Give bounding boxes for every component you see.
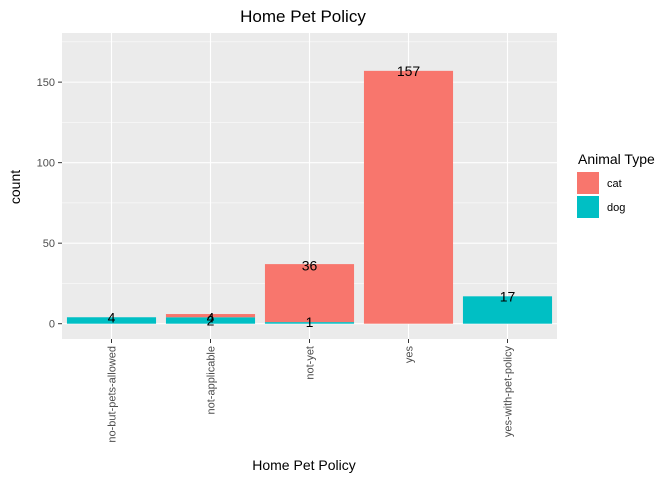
x-tick-label: yes-with-pet-policy — [503, 346, 515, 438]
legend-title: Animal Type — [578, 151, 655, 167]
legend-label-dog: dog — [607, 202, 625, 214]
bars — [66, 70, 553, 324]
legend-items: cat dog — [577, 172, 625, 218]
y-tick-label: 100 — [37, 158, 55, 170]
bar-cat-not-applicable — [165, 314, 256, 318]
y-axis: 0 50 100 150 — [37, 77, 62, 331]
bar-cat-yes — [363, 70, 454, 324]
bar-dog-no-but-pets-allowed — [66, 317, 157, 324]
data-label: 157 — [397, 63, 421, 79]
data-label: 4 — [108, 309, 116, 325]
chart-title: Home Pet Policy — [240, 7, 366, 26]
y-tick-label: 150 — [37, 77, 55, 89]
legend-swatch-dog — [577, 196, 599, 218]
bar-dog-not-yet — [264, 322, 355, 324]
x-tick-label: not-applicable — [206, 346, 218, 415]
x-axis-title: Home Pet Policy — [252, 457, 355, 473]
data-label: 4 — [207, 309, 215, 325]
y-tick-label: 0 — [49, 319, 55, 331]
y-tick-label: 50 — [43, 238, 55, 250]
x-axis: no-but-pets-allowed not-applicable not-yet… — [107, 339, 515, 443]
legend-label-cat: cat — [607, 178, 622, 190]
x-tick-label: yes — [404, 346, 416, 364]
bar-dog-not-applicable — [165, 317, 256, 324]
bar-cat-not-yet — [264, 264, 355, 323]
data-label: 2 — [207, 312, 215, 328]
data-label: 1 — [306, 314, 314, 330]
x-tick-label: not-yet — [305, 346, 317, 380]
y-axis-title: count — [7, 170, 23, 204]
data-label: 17 — [500, 288, 516, 304]
legend-swatch-cat — [577, 172, 599, 194]
x-tick-label: no-but-pets-allowed — [107, 346, 119, 443]
legend: Animal Type cat dog — [577, 151, 655, 218]
bar-dog-yes-with-pet-policy — [462, 296, 553, 324]
data-label: 36 — [302, 258, 318, 274]
